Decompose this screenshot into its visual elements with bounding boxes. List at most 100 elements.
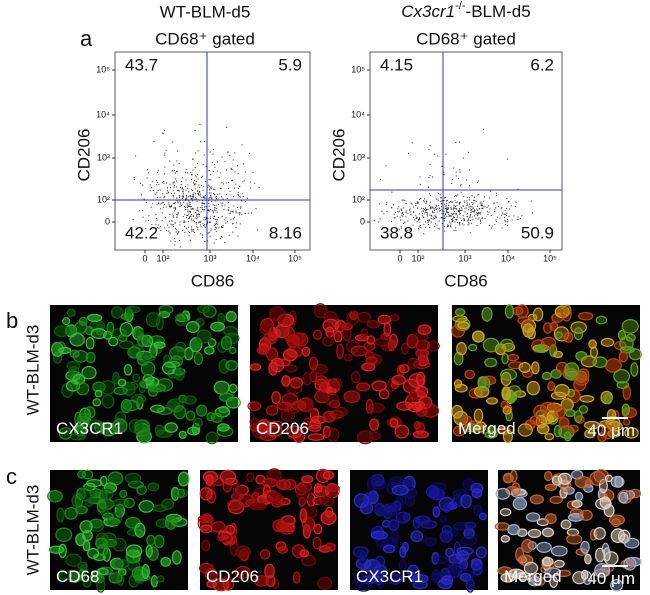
event-dot xyxy=(473,199,475,201)
event-dot xyxy=(418,221,420,223)
event-dot xyxy=(197,206,199,208)
cell xyxy=(502,386,511,401)
event-dot xyxy=(156,192,158,194)
cell xyxy=(465,578,475,593)
cell xyxy=(107,512,122,526)
cell xyxy=(566,533,583,545)
event-dot xyxy=(421,210,423,212)
event-dot xyxy=(230,167,232,169)
event-dot xyxy=(202,234,204,236)
event-dot xyxy=(514,205,516,207)
quadrant-value: 50.9 xyxy=(521,223,554,242)
event-dot xyxy=(204,224,206,226)
event-dot xyxy=(207,240,209,242)
event-dot xyxy=(479,202,481,204)
cell xyxy=(544,433,555,441)
event-dot xyxy=(233,187,235,189)
event-dot xyxy=(140,182,141,184)
event-dot xyxy=(466,212,468,214)
event-dot xyxy=(179,224,181,226)
event-dot xyxy=(228,207,230,208)
event-dot xyxy=(441,197,443,199)
event-dot xyxy=(503,216,505,218)
cell xyxy=(389,418,399,428)
event-dot xyxy=(241,214,243,216)
event-dot xyxy=(205,165,207,167)
cell xyxy=(235,565,251,579)
event-dot xyxy=(196,209,198,211)
event-dot xyxy=(196,198,197,200)
event-dot xyxy=(482,205,484,207)
event-dot xyxy=(182,177,184,179)
cell xyxy=(401,342,409,355)
event-dot xyxy=(198,194,200,196)
event-dot xyxy=(172,195,174,196)
event-dot xyxy=(203,197,204,199)
event-dot xyxy=(468,223,470,225)
cell xyxy=(464,521,477,530)
event-dot xyxy=(462,205,464,207)
cell xyxy=(138,500,155,513)
event-dot xyxy=(214,226,216,228)
cell xyxy=(153,534,165,549)
cell xyxy=(350,370,361,384)
event-dot xyxy=(219,238,221,240)
event-dot xyxy=(182,194,184,196)
event-dot xyxy=(248,212,250,214)
event-dot xyxy=(455,205,456,207)
event-dot xyxy=(453,215,455,217)
event-dot xyxy=(465,207,467,209)
event-dot xyxy=(173,164,175,166)
event-dot xyxy=(179,204,181,206)
event-dot xyxy=(201,197,203,199)
cell xyxy=(511,482,521,496)
event-dot xyxy=(448,212,450,214)
cell xyxy=(564,362,580,378)
cell xyxy=(134,419,151,433)
cell xyxy=(96,578,106,593)
cell xyxy=(322,410,336,423)
event-dot xyxy=(239,212,241,214)
event-dot xyxy=(191,174,193,176)
cell xyxy=(69,332,85,347)
event-dot xyxy=(447,224,449,226)
event-dot xyxy=(443,200,445,201)
event-dot xyxy=(416,201,418,203)
event-dot xyxy=(204,226,206,228)
event-dot xyxy=(429,145,431,147)
cell xyxy=(378,388,390,400)
cell xyxy=(366,319,380,329)
cell xyxy=(561,306,572,322)
event-dot xyxy=(437,227,439,229)
event-dot xyxy=(174,192,176,194)
event-dot xyxy=(434,226,436,227)
event-dot xyxy=(426,215,428,217)
cell xyxy=(365,356,378,365)
event-dot xyxy=(409,208,411,210)
cell xyxy=(536,541,552,553)
event-dot xyxy=(412,224,414,226)
event-dot xyxy=(174,202,176,204)
cell xyxy=(196,329,212,344)
event-dot xyxy=(403,214,404,216)
event-dot xyxy=(188,213,190,215)
event-dot xyxy=(191,198,193,200)
event-dot xyxy=(196,201,198,203)
event-dot xyxy=(208,222,210,224)
event-dot xyxy=(243,180,245,182)
cell xyxy=(117,333,128,342)
event-dot xyxy=(210,208,212,210)
event-dot xyxy=(214,219,216,221)
event-dot xyxy=(198,215,200,217)
event-dot xyxy=(473,202,475,204)
event-dot xyxy=(417,218,419,220)
cell xyxy=(227,499,243,511)
cell xyxy=(177,471,190,487)
event-dot xyxy=(189,195,191,197)
event-dot xyxy=(210,179,212,181)
cell xyxy=(97,543,109,557)
cell xyxy=(593,469,609,483)
cell xyxy=(276,520,288,532)
cell xyxy=(376,579,385,589)
event-dot xyxy=(391,207,393,209)
